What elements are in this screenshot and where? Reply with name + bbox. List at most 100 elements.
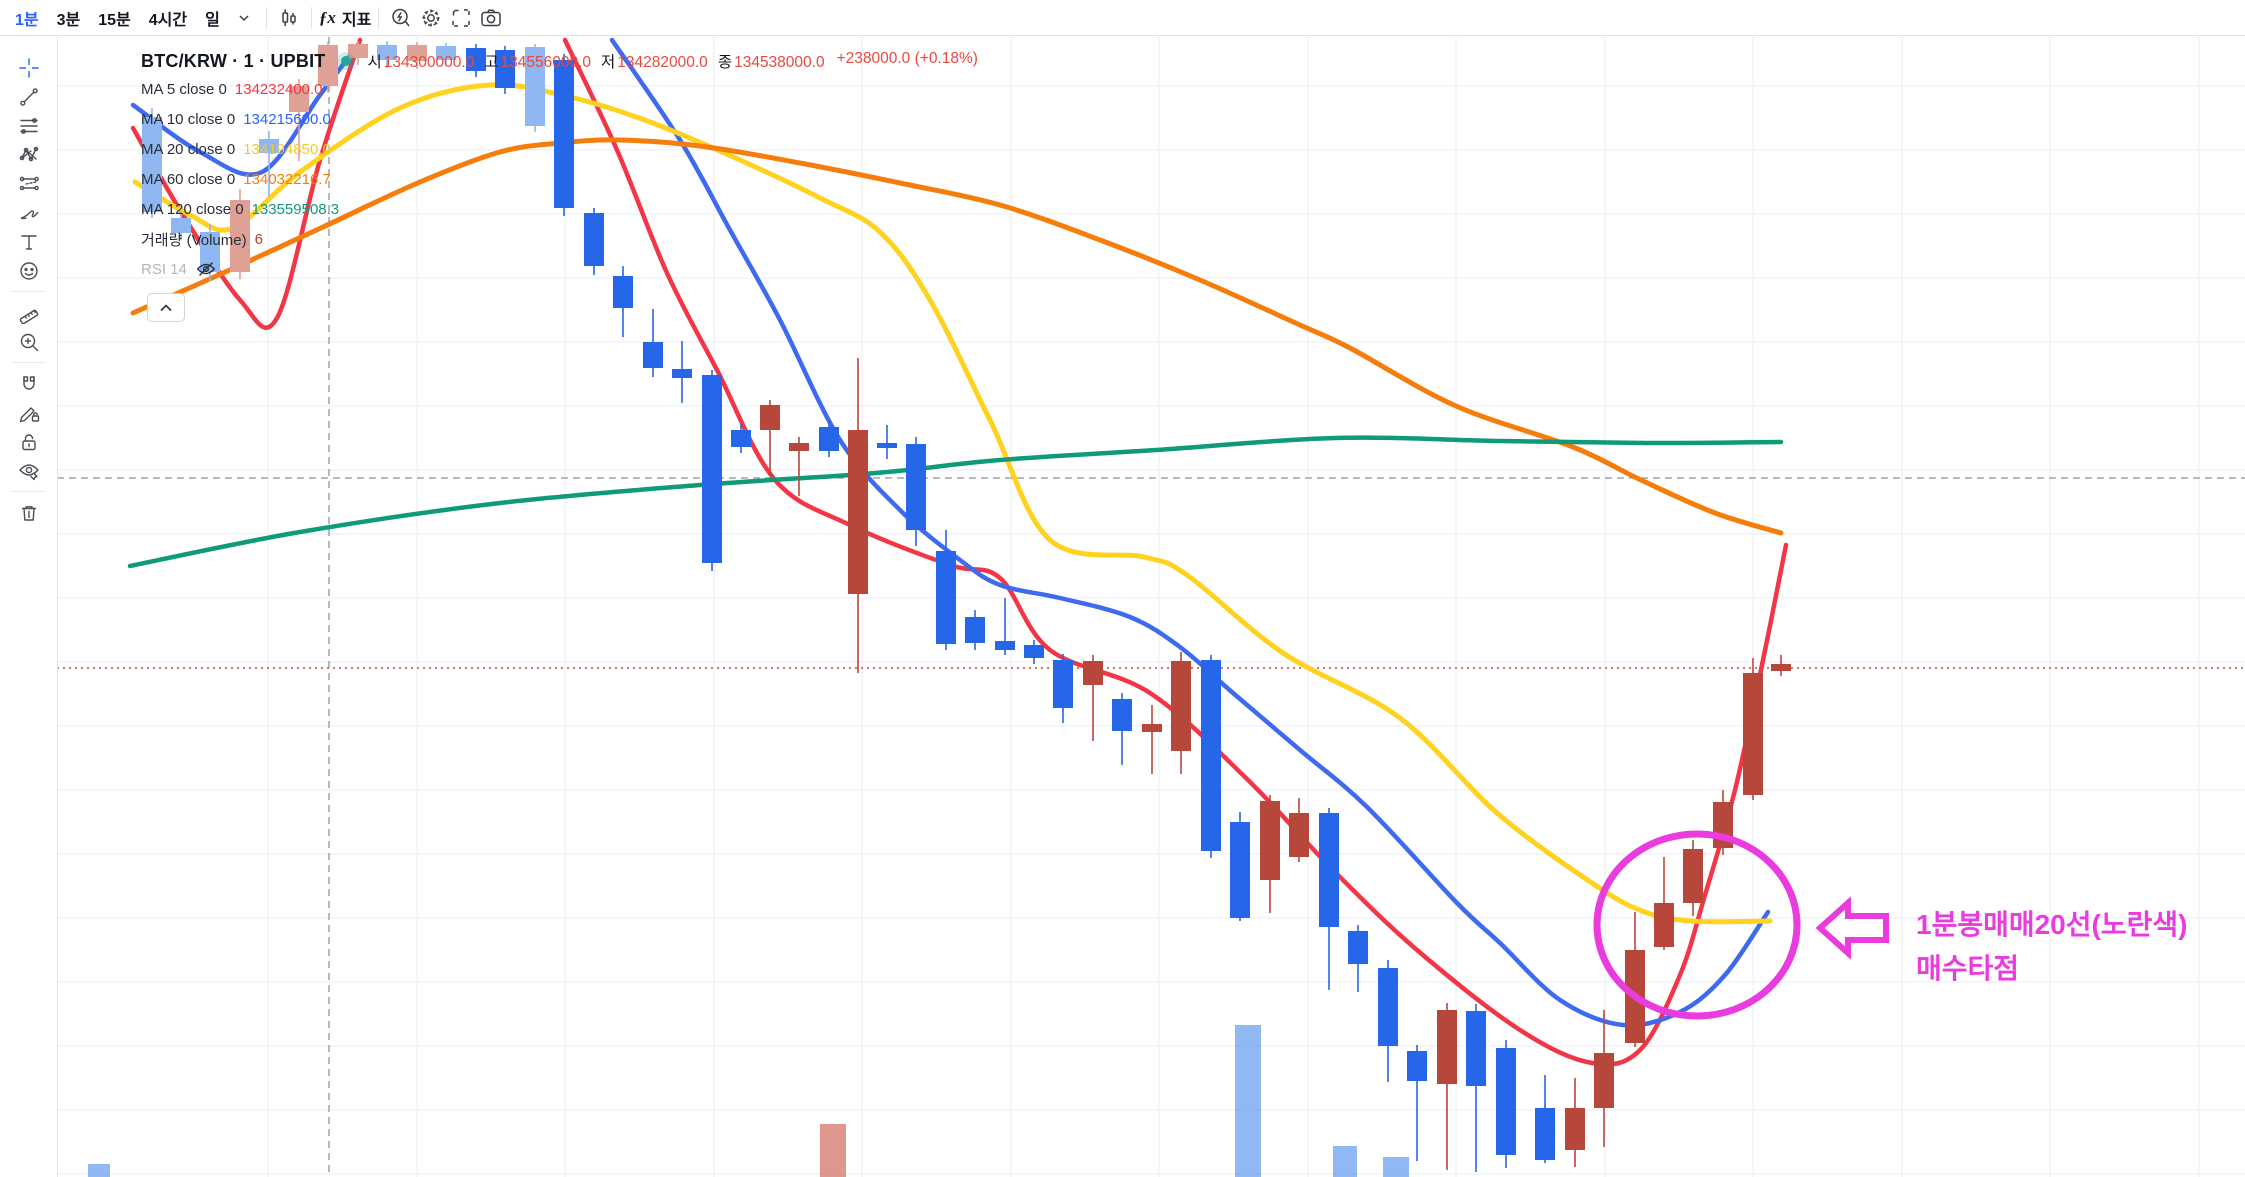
candle-body: [436, 46, 456, 60]
volume-bar: [88, 1164, 110, 1177]
eye-off-icon[interactable]: [195, 258, 217, 280]
ma-line-ma120: [127, 435, 1784, 569]
candle-body: [1565, 1108, 1585, 1150]
ma-label: MA 20 close 0: [141, 140, 236, 158]
legend-row-ma1[interactable]: MA 5 close 0 134232400.0: [141, 74, 978, 104]
crosshair-tool[interactable]: [10, 53, 48, 82]
candle-body: [1319, 813, 1339, 927]
lock-all-tool[interactable]: [10, 427, 48, 456]
candle-body: [1083, 661, 1103, 685]
interval-button-1m[interactable]: 1분: [15, 11, 39, 29]
ma-line-ma10: [609, 37, 1771, 1028]
brush-tool[interactable]: [10, 198, 48, 227]
settings-gear-icon[interactable]: [416, 4, 446, 32]
drawing-edit-lock-tool[interactable]: [10, 398, 48, 427]
drawing-tools-sidebar: [0, 37, 58, 1177]
candle-body: [584, 213, 604, 266]
volume-bar: [820, 1124, 846, 1177]
candle-body: [1437, 1010, 1457, 1084]
candle-body: [466, 48, 486, 71]
emoji-tool[interactable]: [10, 256, 48, 285]
ma-value: 134032216.7: [243, 170, 331, 188]
forecast-tool[interactable]: [10, 169, 48, 198]
text-tool[interactable]: [10, 227, 48, 256]
highlight-ellipse-drawing[interactable]: [1593, 830, 1801, 1020]
symbol-title[interactable]: BTC/KRW · 1 · UPBIT: [141, 50, 326, 71]
candle-body: [1654, 903, 1674, 947]
candle-body: [1496, 1048, 1516, 1155]
fx-icon: ƒx: [318, 7, 336, 27]
candle-body: [554, 60, 574, 208]
volume-bar: [1235, 1025, 1261, 1177]
ma-value: 134232400.0: [234, 80, 323, 98]
indicators-label: 지표: [341, 11, 372, 29]
candle-body: [495, 50, 515, 88]
candle-body: [1289, 813, 1309, 857]
candle-body: [1171, 661, 1191, 751]
legend-row-ma5[interactable]: MA 120 close 0 133559508.3: [141, 194, 978, 224]
candle-body: [1260, 801, 1280, 880]
fib-retracement-tool[interactable]: [10, 111, 48, 140]
legend-row-ma2[interactable]: MA 10 close 0 134215600.0: [141, 104, 978, 134]
interval-dropdown-chevron-icon[interactable]: [229, 4, 259, 32]
left-arrow-drawing[interactable]: [1815, 896, 1889, 960]
magnet-tool[interactable]: [10, 369, 48, 398]
candle-body: [672, 369, 692, 378]
candle-body: [965, 617, 985, 643]
ma-line-ma60: [130, 137, 1784, 536]
ma-label: MA 120 close 0: [141, 200, 244, 218]
toolbar-separator: [378, 6, 380, 29]
fullscreen-icon[interactable]: [446, 4, 476, 32]
legend-row-ma3[interactable]: MA 20 close 0 134194850.0: [141, 134, 978, 164]
legend-row-volume[interactable]: 거래량 (Volume) 6: [141, 230, 263, 249]
interval-button-15m[interactable]: 15분: [98, 11, 131, 29]
candle-body: [1053, 660, 1073, 708]
candle-body: [230, 200, 250, 272]
interval-button-4h[interactable]: 4시간: [148, 11, 188, 29]
candle-body: [760, 405, 780, 430]
candle-body: [1348, 931, 1368, 964]
candle-body: [259, 139, 279, 153]
candle-body: [318, 45, 338, 86]
legend-row-ma4[interactable]: MA 60 close 0 134032216.7: [141, 164, 978, 194]
candle-body: [1771, 664, 1791, 671]
toolbar-separator: [310, 6, 312, 29]
candle-body: [819, 427, 839, 451]
top-toolbar: 1분 3분 15분 4시간 일 ƒx 지표: [0, 0, 2245, 36]
candle-body: [200, 232, 220, 272]
candle-body: [1201, 660, 1221, 851]
indicators-button[interactable]: ƒx 지표: [319, 6, 371, 30]
legend-collapse-button[interactable]: [147, 293, 185, 322]
annotation-text-line1[interactable]: 1분봉매매20선(노란색): [1916, 909, 2188, 940]
candle-body: [1112, 699, 1132, 731]
candle-style-icon[interactable]: [274, 4, 304, 32]
interval-button-3m[interactable]: 3분: [56, 11, 81, 29]
xabcd-pattern-tool[interactable]: [10, 140, 48, 169]
ma-value: 133559508.3: [251, 200, 340, 218]
candle-body: [848, 430, 868, 594]
sidebar-divider: [11, 291, 46, 292]
candle-body: [1024, 645, 1044, 658]
bar-replay-icon[interactable]: [386, 4, 416, 32]
candle-body: [936, 551, 956, 644]
annotation-text-line2[interactable]: 매수타점: [1916, 953, 2020, 984]
volume-value: 6: [254, 230, 263, 248]
ruler-tool[interactable]: [10, 298, 48, 327]
legend-row-rsi[interactable]: RSI 14: [141, 254, 978, 284]
interval-button-1d[interactable]: 일: [205, 11, 220, 29]
chart-legend: BTC/KRW · 1 · UPBIT 시 134300000.0 고 134556…: [141, 48, 978, 284]
candle-body: [906, 444, 926, 530]
remove-trash-tool[interactable]: [10, 498, 48, 527]
candle-body: [348, 44, 368, 58]
candle-body: [731, 430, 751, 447]
candle-body: [1378, 968, 1398, 1046]
trend-line-tool[interactable]: [10, 82, 48, 111]
ma-value: 134194850.0: [243, 140, 331, 158]
hide-drawings-eye-tool[interactable]: [10, 456, 48, 485]
camera-snapshot-icon[interactable]: [476, 4, 506, 32]
candle-body: [789, 443, 809, 451]
volume-bar: [1333, 1146, 1357, 1177]
zoom-in-tool[interactable]: [10, 327, 48, 356]
ma-label: MA 10 close 0: [141, 110, 236, 128]
